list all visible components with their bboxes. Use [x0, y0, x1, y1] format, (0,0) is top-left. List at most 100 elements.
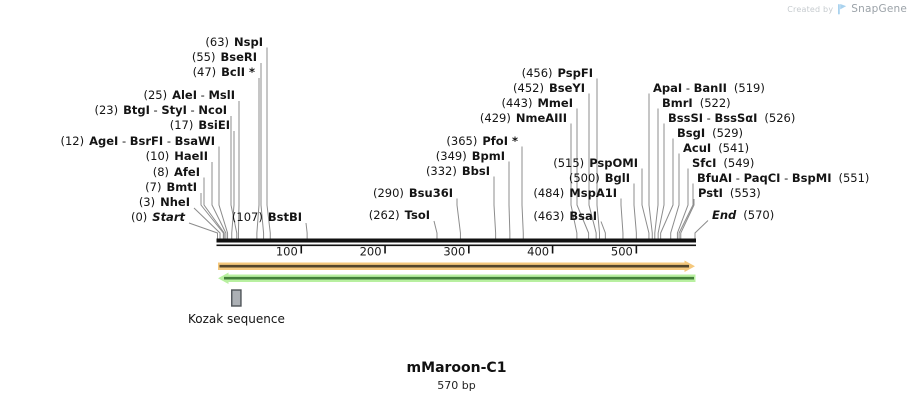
enzyme-name: End [712, 207, 737, 222]
site-leader-line [508, 161, 511, 239]
enzyme-name: BssSI [668, 110, 704, 125]
site-position: (47) [192, 65, 217, 79]
site-position: (553) [729, 186, 761, 200]
enzyme-name: BsgI [677, 125, 706, 140]
enzyme-name: BsrFI [129, 133, 164, 148]
site-position: (8) [152, 164, 170, 179]
enzyme-site-label: (47) BclI * [193, 66, 255, 78]
enzyme-site-label: (262) TsoI [369, 209, 430, 221]
enzyme-name: NspI [234, 34, 263, 49]
site-leader-line [266, 47, 271, 239]
enzyme-site-label: (500) BglI [569, 172, 630, 184]
site-enzyme-names: BclI * [221, 65, 255, 79]
enzyme-name: Bsu36I [408, 185, 453, 200]
site-position: (519) [733, 80, 765, 95]
site-leader-line [694, 220, 709, 239]
enzyme-site-label: ApaI - BanII (519) [653, 82, 765, 94]
kozak-sequence-label: Kozak sequence [188, 312, 285, 326]
site-leader-line [670, 153, 680, 239]
site-position: (452) [513, 80, 544, 95]
site-position: (290) [372, 185, 404, 200]
name-separator: - [732, 170, 744, 185]
site-leader-line [456, 198, 461, 239]
site-position: (17) [169, 118, 194, 132]
enzyme-site-label: (429) NmeAIII [480, 112, 567, 124]
site-leader-line [193, 207, 221, 239]
orf-reverse-arrowhead [218, 272, 229, 284]
enzyme-name: BstBI [267, 210, 302, 224]
enzyme-site-label: (3) NheI [139, 196, 190, 208]
enzyme-name: AgeI [89, 133, 119, 148]
site-leader-line [657, 123, 665, 239]
site-position: (3) [138, 195, 156, 209]
enzyme-site-label: (12) AgeI - BsrFI - BsaWI [60, 135, 215, 147]
enzyme-name: StyI [161, 103, 187, 117]
snapgene-logo-icon [838, 4, 847, 15]
name-separator: - [186, 103, 199, 117]
site-position: (570) [743, 207, 775, 222]
enzyme-name: Start [152, 210, 185, 224]
site-leader-line [588, 93, 597, 239]
enzyme-name: SfcI [692, 155, 717, 170]
site-enzyme-names: NspI [234, 35, 263, 49]
site-position: (25) [143, 88, 168, 102]
site-leader-line [654, 108, 659, 239]
enzyme-name: BspMI [791, 170, 832, 185]
enzyme-name: PfoI * [482, 133, 518, 148]
site-leader-line [596, 78, 600, 239]
site-position: (515) [553, 155, 585, 170]
enzyme-name: AfeI [174, 164, 200, 179]
enzyme-site-label: (452) BseYI [513, 82, 585, 94]
enzyme-name: BclI * [221, 65, 255, 79]
sequence-bar-top-strand [216, 238, 696, 243]
site-position: (549) [723, 155, 755, 170]
site-position: (463) [533, 208, 565, 223]
enzyme-site-label: (365) PfoI * [446, 135, 518, 147]
name-separator: - [149, 103, 162, 117]
enzyme-name: PspOMI [589, 155, 638, 170]
enzyme-name: BseYI [548, 80, 585, 95]
snapgene-watermark: Created by SnapGene [787, 3, 907, 15]
enzyme-site-label: (7) BmtI [145, 181, 197, 193]
site-position: (526) [764, 110, 796, 125]
site-enzyme-names: BfuAI - PaqCI - BspMI [697, 171, 832, 185]
orf-forward-arrowhead [684, 260, 695, 272]
site-enzyme-names: PspOMI [589, 156, 638, 170]
site-enzyme-names: BpmI [472, 149, 505, 163]
enzyme-name: MslI [208, 88, 235, 102]
site-enzyme-names: PfoI * [482, 134, 518, 148]
site-leader-line [230, 116, 238, 239]
enzyme-site-label: (25) AleI - MslI [143, 89, 235, 101]
site-position: (7) [145, 180, 162, 194]
ruler-tick-label: 400 [527, 245, 549, 259]
site-position: (349) [435, 148, 467, 163]
site-enzyme-names: AgeI - BsrFI - BsaWI [89, 134, 215, 148]
site-enzyme-names: AfeI [174, 165, 200, 179]
site-position: (529) [712, 125, 744, 140]
site-leader-line [200, 193, 224, 239]
site-position: (23) [94, 103, 119, 117]
enzyme-name: BseRI [220, 50, 257, 64]
enzyme-site-label: (63) NspI [205, 36, 263, 48]
site-leader-line [633, 183, 637, 239]
site-position: (443) [501, 95, 533, 110]
site-position: (541) [718, 140, 750, 155]
site-enzyme-names: MspA1I [569, 186, 617, 200]
site-position: (12) [60, 133, 85, 148]
site-leader-line [260, 63, 265, 239]
enzyme-name: BsiEI [198, 118, 230, 132]
enzyme-name: BmtI [166, 180, 197, 194]
site-enzyme-names: NmeAIII [516, 111, 567, 125]
site-enzyme-names: End [712, 208, 736, 222]
site-enzyme-names: NheI [160, 195, 190, 209]
site-position: (456) [521, 65, 553, 80]
enzyme-site-label: End (570) [712, 209, 774, 221]
enzyme-name: BssSαI [714, 110, 758, 125]
enzyme-site-label: (23) BtgI - StyI - NcoI [94, 104, 227, 116]
enzyme-site-label: (456) PspFI [522, 67, 593, 79]
site-leader-line [570, 123, 578, 239]
site-leader-line [678, 183, 694, 239]
enzyme-name: BsaWI [174, 133, 215, 148]
watermark-brand-text: SnapGene [851, 3, 907, 15]
